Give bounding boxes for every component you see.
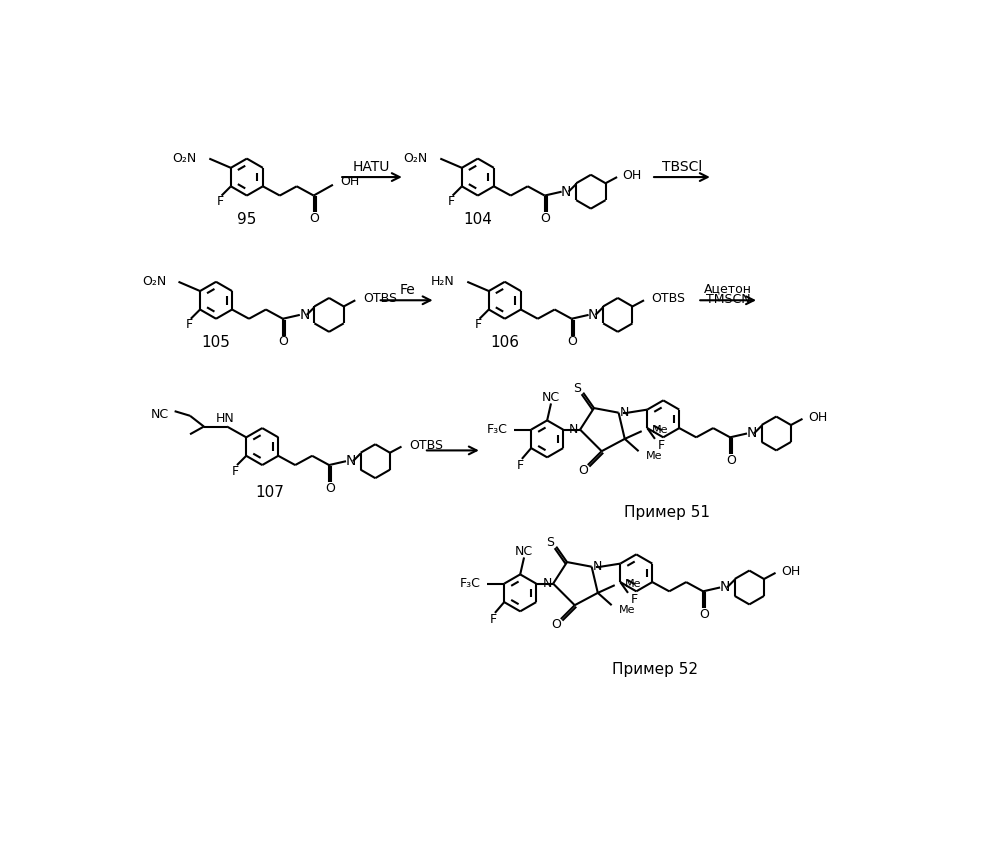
Text: OH: OH <box>622 169 642 182</box>
Text: Пример 51: Пример 51 <box>624 505 710 520</box>
Text: 105: 105 <box>202 335 230 350</box>
Text: O: O <box>310 212 319 225</box>
Text: N: N <box>720 580 730 594</box>
Text: N: N <box>569 423 579 436</box>
Text: O₂N: O₂N <box>404 152 428 165</box>
Text: Me: Me <box>652 424 668 435</box>
Text: Fe: Fe <box>399 283 415 297</box>
Text: NC: NC <box>542 391 560 404</box>
Text: Me: Me <box>619 604 636 615</box>
Text: F: F <box>474 319 482 332</box>
Text: F: F <box>517 459 524 472</box>
Text: S: S <box>546 535 554 548</box>
Text: S: S <box>573 382 581 395</box>
Text: N: N <box>345 454 356 469</box>
Text: HN: HN <box>216 411 235 424</box>
Text: F: F <box>232 465 239 478</box>
Text: O: O <box>279 335 289 348</box>
Text: O: O <box>578 464 588 477</box>
Text: F: F <box>217 195 224 208</box>
Text: OTBS: OTBS <box>652 292 686 305</box>
Text: F₃C: F₃C <box>487 423 508 436</box>
Text: N: N <box>588 308 598 322</box>
Text: 104: 104 <box>463 212 492 227</box>
Text: N: N <box>561 184 571 198</box>
Text: Me: Me <box>625 578 641 589</box>
Text: F: F <box>631 592 638 605</box>
Text: O: O <box>699 608 709 621</box>
Text: 95: 95 <box>237 212 257 227</box>
Text: F₃C: F₃C <box>460 577 481 590</box>
Text: F: F <box>658 438 665 451</box>
Text: N: N <box>746 426 757 441</box>
Text: NC: NC <box>515 545 533 558</box>
Text: N: N <box>542 577 552 590</box>
Text: HATU: HATU <box>353 160 390 174</box>
Text: Ацетон: Ацетон <box>704 282 752 295</box>
Text: OTBS: OTBS <box>363 292 397 305</box>
Text: Пример 52: Пример 52 <box>612 662 698 677</box>
Text: O: O <box>567 335 577 348</box>
Text: O: O <box>325 481 335 494</box>
Text: OTBS: OTBS <box>409 438 443 451</box>
Text: N: N <box>620 406 629 419</box>
Text: Me: Me <box>646 451 663 461</box>
Text: OH: OH <box>341 175 360 188</box>
Text: F: F <box>448 195 455 208</box>
Text: 106: 106 <box>490 335 519 350</box>
Text: N: N <box>299 308 310 322</box>
Text: O₂N: O₂N <box>173 152 197 165</box>
Text: NC: NC <box>151 409 169 422</box>
Text: TMSCN: TMSCN <box>706 293 750 306</box>
Text: OH: OH <box>781 565 800 578</box>
Text: H₂N: H₂N <box>431 275 455 288</box>
Text: F: F <box>186 319 193 332</box>
Text: OH: OH <box>808 410 827 423</box>
Text: 107: 107 <box>256 485 284 501</box>
Text: O: O <box>541 212 550 225</box>
Text: O: O <box>726 454 736 467</box>
Text: O: O <box>551 618 561 631</box>
Text: F: F <box>490 612 497 625</box>
Text: N: N <box>593 560 602 573</box>
Text: TBSCl: TBSCl <box>662 160 702 174</box>
Text: O₂N: O₂N <box>142 275 166 288</box>
